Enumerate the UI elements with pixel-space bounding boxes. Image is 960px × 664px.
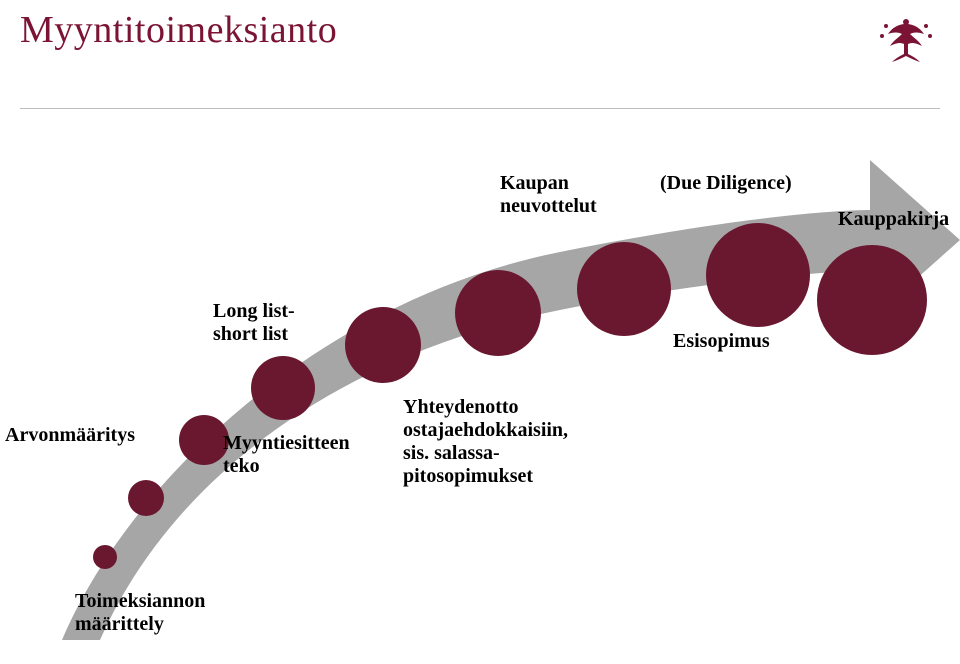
slide-canvas: Myyntitoimeksianto Toimeksiannonmääritte… <box>0 0 960 664</box>
label-kaupan: Kaupanneuvottelut <box>500 172 660 218</box>
step-dot-8 <box>706 223 810 327</box>
step-dot-1 <box>93 545 117 569</box>
step-dot-7 <box>577 242 671 336</box>
step-dot-3 <box>179 415 229 465</box>
label-esisopimus: Esisopimus <box>673 330 823 353</box>
label-myyntiesitteen: Myyntiesitteenteko <box>223 432 393 478</box>
step-dot-4 <box>251 356 315 420</box>
step-dot-5 <box>345 307 421 383</box>
step-dot-9 <box>817 245 927 355</box>
label-arvonmaaritys: Arvonmääritys <box>5 424 165 447</box>
step-dot-2 <box>128 480 164 516</box>
label-yhteydenotto: Yhteydenottoostajaehdokkaisiin,sis. sala… <box>403 396 633 488</box>
label-toimeksiannon: Toimeksiannonmäärittely <box>75 590 255 636</box>
label-longlist: Long list-short list <box>213 300 343 346</box>
label-kauppakirja: Kauppakirja <box>838 208 960 231</box>
step-dot-6 <box>455 270 541 356</box>
label-duediligence: (Due Diligence) <box>660 172 840 195</box>
